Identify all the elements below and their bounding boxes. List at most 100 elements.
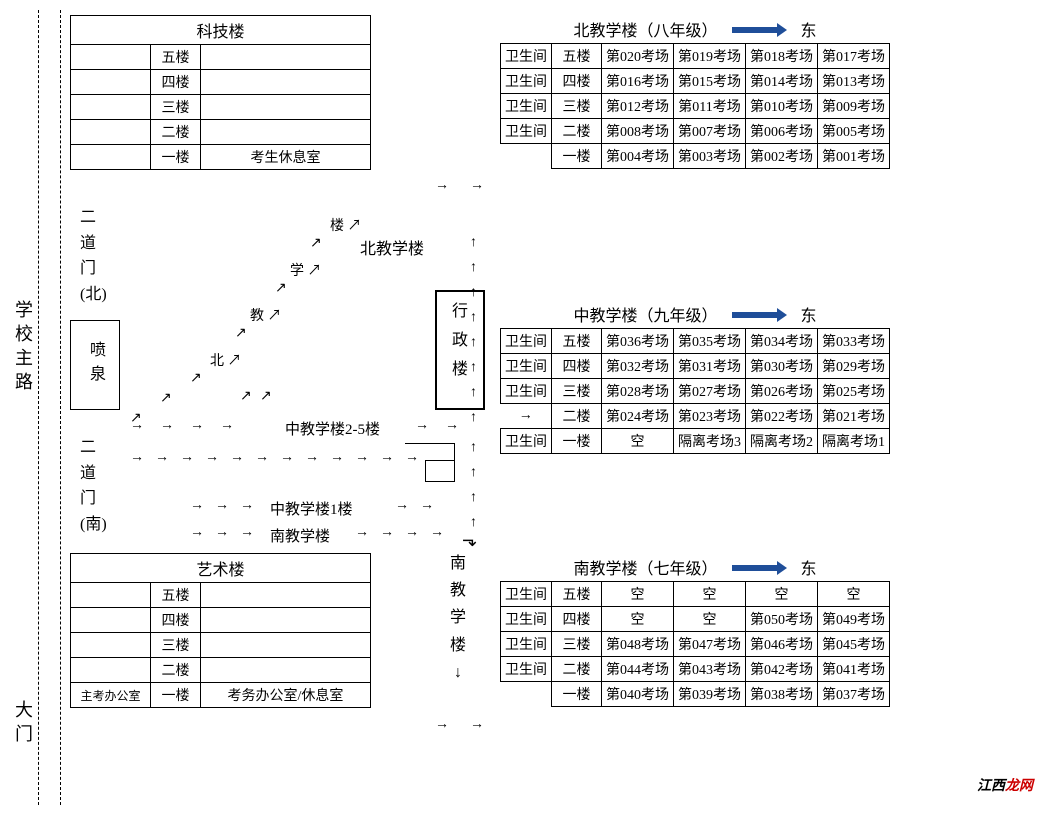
arrow-down-icon: ↓ xyxy=(450,659,466,686)
south-path-label: 南教学楼 xyxy=(270,525,330,546)
diag-arrow-icon: ↗ xyxy=(160,390,172,407)
tech-floor-2: 二楼 xyxy=(151,120,201,145)
arrow-right-icon: → xyxy=(395,498,409,514)
south-header: 南教学楼（七年级） 东 xyxy=(501,553,890,582)
diag-arrow-icon: ↗ xyxy=(235,325,247,342)
road-line-left xyxy=(38,10,39,805)
tech-restroom: 考生休息室 xyxy=(201,145,371,170)
arrow-up-icon: ↑ xyxy=(470,235,477,251)
arrow-right-icon: → xyxy=(435,717,449,733)
mid1-label: 中教学楼1楼 xyxy=(270,498,353,519)
arrow-right-icon: → xyxy=(355,525,369,541)
arrow-right-icon: → xyxy=(190,418,204,434)
campus-map: 学校主路 大门 科技楼 五楼 四楼 三楼 二楼 一楼考生休息室 北教学楼（八年级… xyxy=(10,10,1043,805)
arrow-right-icon: → xyxy=(255,450,269,466)
tech-floor-4: 四楼 xyxy=(151,70,201,95)
arrow-right-icon: → xyxy=(280,450,294,466)
arrow-up-icon: ↑ xyxy=(470,410,477,426)
south-arrow-icon xyxy=(732,565,777,571)
tech-floor-5: 五楼 xyxy=(151,45,201,70)
road-label: 学校主路 xyxy=(10,300,36,396)
north-east: 东 xyxy=(801,23,817,40)
north-path-label: 北教学楼 xyxy=(360,235,424,259)
north-title: 北教学楼（八年级） xyxy=(573,23,717,40)
middle-header: 中教学楼（九年级） 东 xyxy=(501,300,890,329)
north-arrow-icon xyxy=(732,27,777,33)
diag-arrow-icon: ↗ xyxy=(275,280,287,297)
arrow-right-icon: → xyxy=(435,178,449,194)
gate2-north: 二 道 门 (北) xyxy=(80,205,107,307)
arrow-right-icon: → xyxy=(355,450,369,466)
arrow-right-icon: → xyxy=(230,450,244,466)
arrow-right-icon: → xyxy=(240,525,254,541)
arrow-up-icon: ↑ xyxy=(470,260,477,276)
arrow-up-icon: ↑ xyxy=(470,490,477,506)
diag-arrow-icon: ↗ xyxy=(240,388,252,405)
tech-building-table: 科技楼 五楼 四楼 三楼 二楼 一楼考生休息室 xyxy=(70,15,371,170)
arrow-right-icon: → xyxy=(180,450,194,466)
arrow-up-icon: ↑ xyxy=(470,465,477,481)
arrow-right-icon: → xyxy=(430,525,444,541)
gate2-south: 二 道 门 (南) xyxy=(80,435,107,537)
tech-floor-3: 三楼 xyxy=(151,95,201,120)
art-building-table: 艺术楼 五楼 四楼 三楼 二楼 主考办公室一楼考务办公室/休息室 xyxy=(70,553,371,708)
path-diag-bei: 北 ↗ xyxy=(210,350,242,370)
arrow-right-icon: → xyxy=(415,418,429,434)
art-title: 艺术楼 xyxy=(71,554,371,583)
art-floor-1: 一楼 xyxy=(151,683,201,708)
arrow-right-icon: → xyxy=(190,525,204,541)
arrow-right-icon: → xyxy=(445,418,459,434)
admin-building: 行 政 楼 xyxy=(435,290,485,410)
diag-arrow-icon: ↗ xyxy=(190,370,202,387)
path-diag-lou: 楼 ↗ xyxy=(330,215,362,235)
arrow-right-icon: → xyxy=(205,450,219,466)
diag-arrow-icon: ↗ xyxy=(260,388,272,405)
mid25-label: 中教学楼2-5楼 xyxy=(285,418,380,439)
watermark: 江西龙网 xyxy=(977,775,1033,795)
arrow-right-icon: → xyxy=(470,717,484,733)
gate-label: 大门 xyxy=(10,700,36,748)
arrow-right-icon: → xyxy=(215,525,229,541)
art-floor-3: 三楼 xyxy=(151,633,201,658)
middle-east: 东 xyxy=(801,308,817,325)
arrow-right-icon: → xyxy=(215,498,229,514)
art-office1: 主考办公室 xyxy=(71,683,151,708)
path-diag-jiao: 教 ↗ xyxy=(250,305,282,325)
arrow-right-icon: → xyxy=(220,418,234,434)
path-diag-xue: 学 ↗ xyxy=(290,260,322,280)
box-icon xyxy=(425,460,455,482)
south-east: 东 xyxy=(801,561,817,578)
middle-building-table: 中教学楼（九年级） 东 卫生间五楼第036考场第035考场第034考场第033考… xyxy=(500,300,890,454)
south-building-table: 南教学楼（七年级） 东 卫生间五楼空空空空 卫生间四楼空空第050考场第049考… xyxy=(500,553,890,707)
arrow-up-icon: ↑ xyxy=(470,515,477,531)
arrow-right-icon: → xyxy=(380,450,394,466)
arrow-right-icon: → xyxy=(130,418,144,434)
arrow-right-icon: → xyxy=(330,450,344,466)
arrow-right-icon: → xyxy=(130,450,144,466)
arrow-right-icon: → xyxy=(405,525,419,541)
tech-floor-1: 一楼 xyxy=(151,145,201,170)
arrow-up-icon: ↑ xyxy=(470,440,477,456)
fountain: 喷泉 xyxy=(70,320,120,410)
arrow-right-icon: → xyxy=(470,178,484,194)
art-office2: 考务办公室/休息室 xyxy=(201,683,371,708)
south-title: 南教学楼（七年级） xyxy=(573,561,717,578)
north-header: 北教学楼（八年级） 东 xyxy=(501,15,890,44)
arrow-right-icon: → xyxy=(305,450,319,466)
south-bldg-vlabel: 南 教 学 楼 ↓ xyxy=(450,550,466,686)
corner-line xyxy=(405,443,455,461)
diag-arrow-icon: ↗ xyxy=(310,235,322,252)
arrow-right-icon: → xyxy=(160,418,174,434)
arrow-right-icon: → xyxy=(240,498,254,514)
arrow-right-icon: → xyxy=(190,498,204,514)
arrow-right-icon: → xyxy=(420,498,434,514)
arrow-turn-icon: ⬎ xyxy=(462,530,477,551)
north-building-table: 北教学楼（八年级） 东 卫生间五楼第020考场第019考场第018考场第017考… xyxy=(500,15,890,169)
art-floor-5: 五楼 xyxy=(151,583,201,608)
middle-arrow-icon xyxy=(732,312,777,318)
arrow-right-icon: → xyxy=(155,450,169,466)
art-floor-4: 四楼 xyxy=(151,608,201,633)
arrow-right-icon: → xyxy=(380,525,394,541)
tech-title: 科技楼 xyxy=(71,16,371,45)
art-floor-2: 二楼 xyxy=(151,658,201,683)
